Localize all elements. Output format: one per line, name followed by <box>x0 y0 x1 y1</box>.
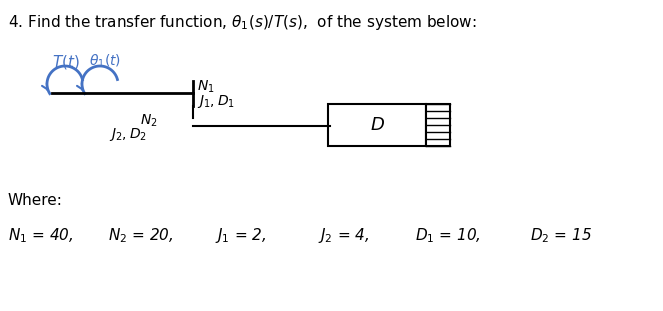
Text: Where:: Where: <box>8 193 63 208</box>
Text: $J_1$ = 2,: $J_1$ = 2, <box>215 226 267 245</box>
Text: $\theta_1(t)$: $\theta_1(t)$ <box>89 53 121 70</box>
Text: $J_1,D_1$: $J_1,D_1$ <box>197 93 235 110</box>
Text: $D_1$ = 10,: $D_1$ = 10, <box>415 226 481 245</box>
Text: D: D <box>370 116 384 134</box>
Text: $N_1$: $N_1$ <box>197 79 215 95</box>
Text: $N_2$: $N_2$ <box>141 113 158 129</box>
Text: $J_2$ = 4,: $J_2$ = 4, <box>318 226 369 245</box>
Text: $D_2$ = 15: $D_2$ = 15 <box>530 226 592 245</box>
Text: $J_2,D_2$: $J_2,D_2$ <box>109 126 147 143</box>
Bar <box>426 104 450 146</box>
Text: $T(t)$: $T(t)$ <box>52 53 80 71</box>
Bar <box>328 104 426 146</box>
Text: $N_1$ = 40,: $N_1$ = 40, <box>8 226 74 245</box>
Text: $N_2$ = 20,: $N_2$ = 20, <box>108 226 174 245</box>
Text: 4. Find the transfer function, $\theta_1(s)/T(s)$,  of the system below:: 4. Find the transfer function, $\theta_1… <box>8 13 477 32</box>
